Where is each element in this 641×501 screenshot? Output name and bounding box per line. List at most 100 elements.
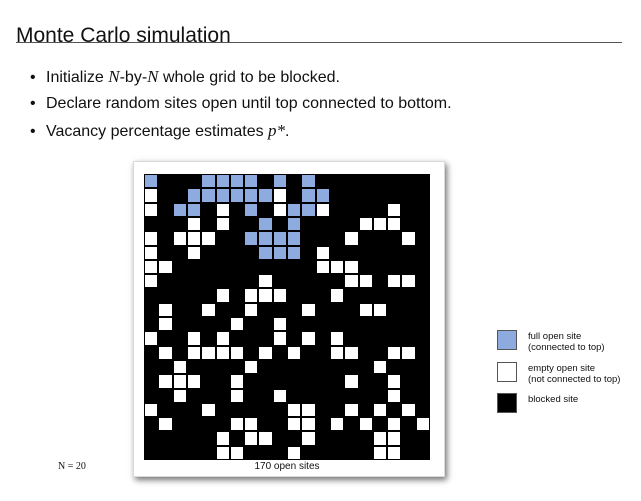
blocked-site-cell	[358, 402, 373, 418]
blocked-site-cell	[329, 374, 345, 389]
blocked-site-cell	[172, 431, 187, 446]
blocked-site-cell	[186, 317, 202, 332]
empty-site-cell	[186, 331, 202, 346]
empty-site-cell	[358, 417, 373, 432]
math-symbol: p*	[268, 121, 286, 140]
blocked-site-cell	[372, 274, 388, 289]
blocked-site-cell	[244, 274, 259, 289]
blocked-site-cell	[401, 259, 416, 275]
blocked-site-cell	[415, 288, 430, 303]
full-site-cell	[186, 202, 202, 217]
empty-site-cell	[344, 231, 359, 246]
blocked-site-cell	[244, 374, 259, 389]
empty-site-cell	[329, 345, 345, 360]
empty-site-cell	[229, 388, 245, 403]
blocked-site-cell	[415, 245, 430, 260]
empty-site-cell	[372, 302, 388, 317]
blocked-site-cell	[401, 288, 416, 303]
blocked-site-cell	[215, 417, 230, 432]
blocked-site-cell	[144, 374, 159, 389]
empty-site-cell	[244, 417, 259, 432]
blocked-site-cell	[415, 374, 430, 389]
empty-site-cell	[272, 331, 287, 346]
blocked-site-cell	[387, 288, 402, 303]
empty-site-cell	[358, 302, 373, 317]
empty-site-cell	[158, 374, 173, 389]
blocked-site-cell	[344, 202, 359, 217]
blocked-site-cell	[415, 202, 430, 217]
blocked-site-cell	[401, 331, 416, 346]
blocked-site-cell	[358, 331, 373, 346]
blocked-site-cell	[229, 302, 245, 317]
empty-site-cell	[186, 245, 202, 260]
empty-site-cell	[144, 188, 159, 203]
blocked-site-cell	[229, 402, 245, 418]
blocked-site-cell	[387, 331, 402, 346]
full-site-cell	[287, 216, 302, 232]
blocked-site-cell	[315, 288, 330, 303]
empty-site-cell	[158, 302, 173, 317]
blocked-site-cell	[415, 431, 430, 446]
grid-size-label: N = 20	[58, 461, 86, 472]
blocked-site-cell	[272, 345, 287, 360]
empty-site-cell	[344, 274, 359, 289]
empty-site-cell	[158, 417, 173, 432]
blocked-site-cell	[144, 388, 159, 403]
empty-site-cell	[401, 274, 416, 289]
blocked-site-cell	[244, 216, 259, 232]
blocked-site-cell	[358, 431, 373, 446]
blocked-site-cell	[301, 231, 316, 246]
empty-site-cell	[186, 231, 202, 246]
blocked-site-cell	[229, 259, 245, 275]
legend-label: full open site (connected to top)	[528, 331, 605, 353]
blocked-swatch	[497, 393, 517, 413]
blocked-site-cell	[215, 388, 230, 403]
blocked-site-cell	[158, 288, 173, 303]
empty-site-cell	[272, 202, 287, 217]
blocked-site-cell	[144, 345, 159, 360]
blocked-site-cell	[387, 359, 402, 375]
blocked-site-cell	[258, 317, 273, 332]
blocked-site-cell	[372, 345, 388, 360]
blocked-site-cell	[272, 302, 287, 317]
blocked-site-cell	[358, 231, 373, 246]
blocked-site-cell	[358, 445, 373, 460]
blocked-site-cell	[415, 188, 430, 203]
empty-site-cell	[215, 345, 230, 360]
full-site-cell	[244, 202, 259, 217]
full-site-cell	[301, 174, 316, 189]
blocked-site-cell	[244, 402, 259, 418]
blocked-site-cell	[258, 417, 273, 432]
blocked-site-cell	[287, 388, 302, 403]
blocked-site-cell	[287, 331, 302, 346]
full-site-cell	[229, 188, 245, 203]
blocked-site-cell	[372, 202, 388, 217]
empty-site-cell	[344, 259, 359, 275]
empty-site-cell	[244, 431, 259, 446]
empty-site-cell	[401, 231, 416, 246]
empty-site-cell	[372, 402, 388, 418]
blocked-site-cell	[415, 388, 430, 403]
empty-site-cell	[387, 202, 402, 217]
full-site-cell	[301, 202, 316, 217]
empty-site-cell	[329, 259, 345, 275]
blocked-site-cell	[186, 417, 202, 432]
bullet-dot: •	[30, 69, 36, 86]
blocked-site-cell	[244, 445, 259, 460]
blocked-site-cell	[229, 202, 245, 217]
empty-site-cell	[372, 359, 388, 375]
empty-site-cell	[387, 274, 402, 289]
empty-site-cell	[215, 288, 230, 303]
blocked-site-cell	[315, 317, 330, 332]
blocked-site-cell	[372, 231, 388, 246]
full-site-cell	[315, 188, 330, 203]
bullet-item: • Declare random sites open until top con…	[30, 90, 452, 117]
blocked-site-cell	[329, 359, 345, 375]
empty-site-cell	[401, 402, 416, 418]
blocked-site-cell	[201, 317, 216, 332]
blocked-site-cell	[158, 274, 173, 289]
blocked-site-cell	[387, 317, 402, 332]
blocked-site-cell	[301, 445, 316, 460]
blocked-site-cell	[387, 245, 402, 260]
full-site-cell	[301, 188, 316, 203]
